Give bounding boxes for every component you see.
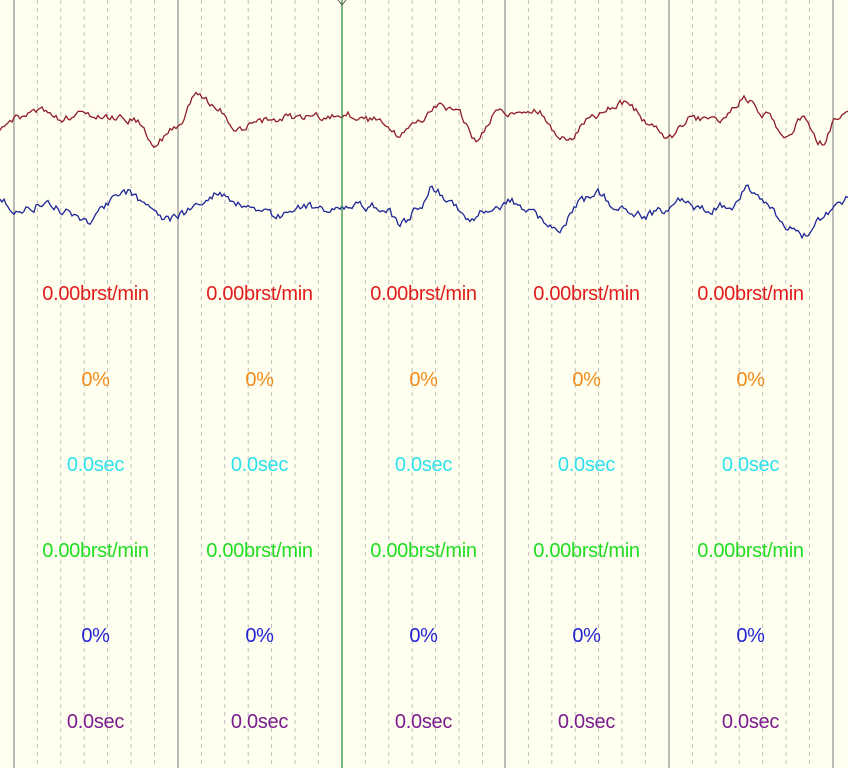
metric-value: 0.00brst/min (697, 283, 804, 305)
metric-value: 0.00brst/min (206, 540, 313, 562)
metric-value: 0.00brst/min (42, 283, 149, 305)
metric-value: 0.0sec (66, 711, 125, 733)
percent-row-1: 0% 0% 0% 0% 0% (0, 365, 848, 395)
metric-value: 0.0sec (394, 711, 453, 733)
signal-trace-2[interactable] (0, 184, 848, 240)
metric-value: 0.0sec (721, 454, 780, 476)
metric-value: 0% (736, 369, 765, 391)
metric-value: 0% (409, 369, 438, 391)
burst-rate-row-1: 0.00brst/min 0.00brst/min 0.00brst/min 0… (0, 279, 848, 309)
metric-value: 0.00brst/min (206, 283, 313, 305)
metric-value: 0% (245, 369, 274, 391)
metric-value: 0% (409, 625, 438, 647)
metric-value: 0% (81, 625, 110, 647)
metric-value: 0.0sec (230, 711, 289, 733)
metric-value: 0% (245, 625, 274, 647)
signal-trace-1[interactable] (0, 91, 848, 149)
metric-value: 0.00brst/min (42, 540, 149, 562)
metric-value: 0.00brst/min (370, 283, 477, 305)
metric-value: 0% (572, 369, 601, 391)
metric-value: 0.0sec (66, 454, 125, 476)
metric-value: 0.00brst/min (533, 540, 640, 562)
metric-value: 0.0sec (394, 454, 453, 476)
metric-value: 0.0sec (230, 454, 289, 476)
metric-value: 0% (736, 625, 765, 647)
percent-row-2: 0% 0% 0% 0% 0% (0, 621, 848, 651)
metric-value: 0.0sec (721, 711, 780, 733)
duration-row-2: 0.0sec 0.0sec 0.0sec 0.0sec 0.0sec (0, 707, 848, 737)
metric-value: 0.00brst/min (370, 540, 477, 562)
burst-rate-row-2: 0.00brst/min 0.00brst/min 0.00brst/min 0… (0, 536, 848, 566)
metric-value: 0% (572, 625, 601, 647)
metric-value: 0.00brst/min (697, 540, 804, 562)
metric-value: 0% (81, 369, 110, 391)
metric-value: 0.0sec (557, 454, 616, 476)
metric-value: 0.0sec (557, 711, 616, 733)
duration-row-1: 0.0sec 0.0sec 0.0sec 0.0sec 0.0sec (0, 450, 848, 480)
time-cursor-marker-icon[interactable] (337, 0, 347, 6)
metric-value: 0.00brst/min (533, 283, 640, 305)
